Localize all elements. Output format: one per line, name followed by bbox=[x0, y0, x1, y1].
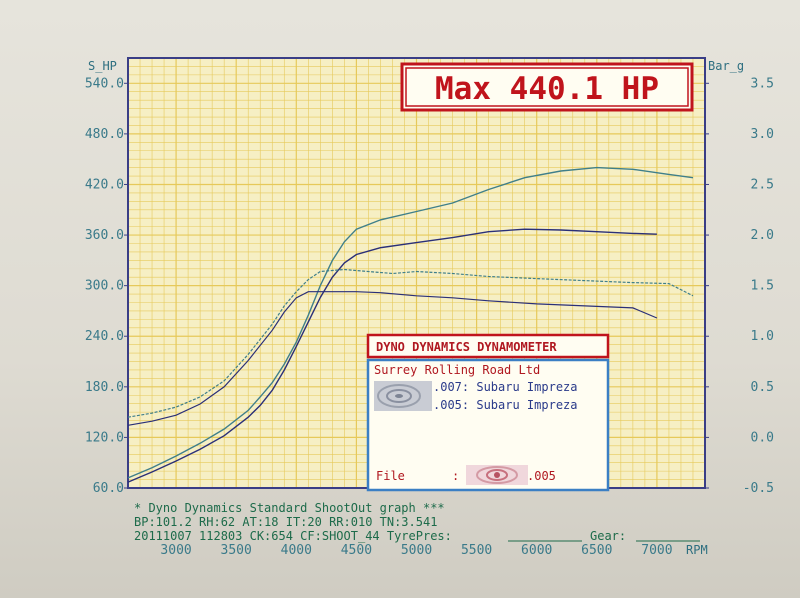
legend: DYNO DYNAMICS DYNAMOMETER Surrey Rolling… bbox=[366, 333, 610, 492]
legend-company: Surrey Rolling Road Ltd bbox=[374, 363, 540, 377]
footer-line-1: * Dyno Dynamics Standard ShootOut graph … bbox=[134, 501, 445, 515]
y-tick-label: 420.0 bbox=[85, 177, 124, 192]
y2-tick-label: -0.5 bbox=[743, 481, 774, 496]
y-tick-label: 300.0 bbox=[85, 279, 124, 294]
footer-line-3b: Gear: bbox=[590, 529, 626, 543]
x-tick-label: 6000 bbox=[521, 543, 552, 558]
y-tick-label: 360.0 bbox=[85, 228, 124, 243]
x-tick-label: 4000 bbox=[281, 543, 312, 558]
x-tick-label: 4500 bbox=[341, 543, 372, 558]
series-line-boost-007 bbox=[127, 268, 694, 418]
legend-title: DYNO DYNAMICS DYNAMOMETER bbox=[376, 340, 557, 354]
y2-tick-label: 0.5 bbox=[751, 380, 774, 395]
y2-tick-label: 2.0 bbox=[751, 228, 774, 243]
y-tick-label: 120.0 bbox=[85, 430, 124, 445]
file-swatch bbox=[466, 465, 528, 485]
y-tick-label: 240.0 bbox=[85, 329, 124, 344]
right-axis-ticks: -0.5 0.0 0.5 1.0 1.5 2.0 2.5 3.0 3.5 bbox=[705, 76, 774, 496]
y2-tick-label: 3.5 bbox=[751, 76, 774, 91]
y2-tick-label: 2.5 bbox=[751, 177, 774, 192]
series-group bbox=[127, 166, 694, 483]
legend-run-007: .007: Subaru Impreza bbox=[433, 380, 578, 394]
legend-file-colon: : bbox=[452, 469, 459, 483]
series-line-power-007 bbox=[127, 166, 694, 479]
left-axis-name: S_HP bbox=[88, 59, 117, 73]
legend-file-label: File bbox=[376, 469, 405, 483]
right-axis-name: Bar_g bbox=[708, 59, 744, 73]
x-tick-label: 5500 bbox=[461, 543, 492, 558]
x-tick-label: 3500 bbox=[221, 543, 252, 558]
y2-tick-label: 1.0 bbox=[751, 329, 774, 344]
left-axis-ticks: 60.0 120.0 180.0 240.0 300.0 360.0 420.0 480.0 5… bbox=[85, 76, 128, 496]
footer-line-3a: 20111007 112803 CK:654 CF:SHOOT_44 TyreP… bbox=[134, 529, 452, 543]
footer-line-2: BP:101.2 RH:62 AT:18 IT:20 RR:010 TN:3.5… bbox=[134, 515, 437, 529]
x-tick-label: 3000 bbox=[160, 543, 191, 558]
y2-tick-label: 1.5 bbox=[751, 279, 774, 294]
y-tick-label: 60.0 bbox=[93, 481, 124, 496]
y2-tick-label: 0.0 bbox=[751, 430, 774, 445]
max-hp-box: Max 440.1 HP bbox=[400, 62, 694, 112]
y-tick-label: 180.0 bbox=[85, 380, 124, 395]
x-tick-label: 5000 bbox=[401, 543, 432, 558]
series-line-boost-005 bbox=[127, 291, 658, 426]
legend-title-box bbox=[366, 333, 610, 359]
max-hp-label: Max 440.1 HP bbox=[435, 71, 659, 107]
x-tick-label: 6500 bbox=[581, 543, 612, 558]
series-line-power-005 bbox=[127, 228, 657, 483]
run-007-swatch bbox=[374, 381, 432, 411]
x-axis-name: RPM bbox=[686, 543, 708, 557]
x-axis-ticks: 3000 3500 4000 4500 5000 5500 6000 6500 7000 bbox=[160, 543, 672, 558]
x-tick-label: 7000 bbox=[641, 543, 672, 558]
legend-run-005: .005: Subaru Impreza bbox=[433, 398, 578, 412]
y-tick-label: 480.0 bbox=[85, 127, 124, 142]
y-tick-label: 540.0 bbox=[85, 76, 124, 91]
legend-file-value: .005 bbox=[527, 469, 556, 483]
y2-tick-label: 3.0 bbox=[751, 127, 774, 142]
